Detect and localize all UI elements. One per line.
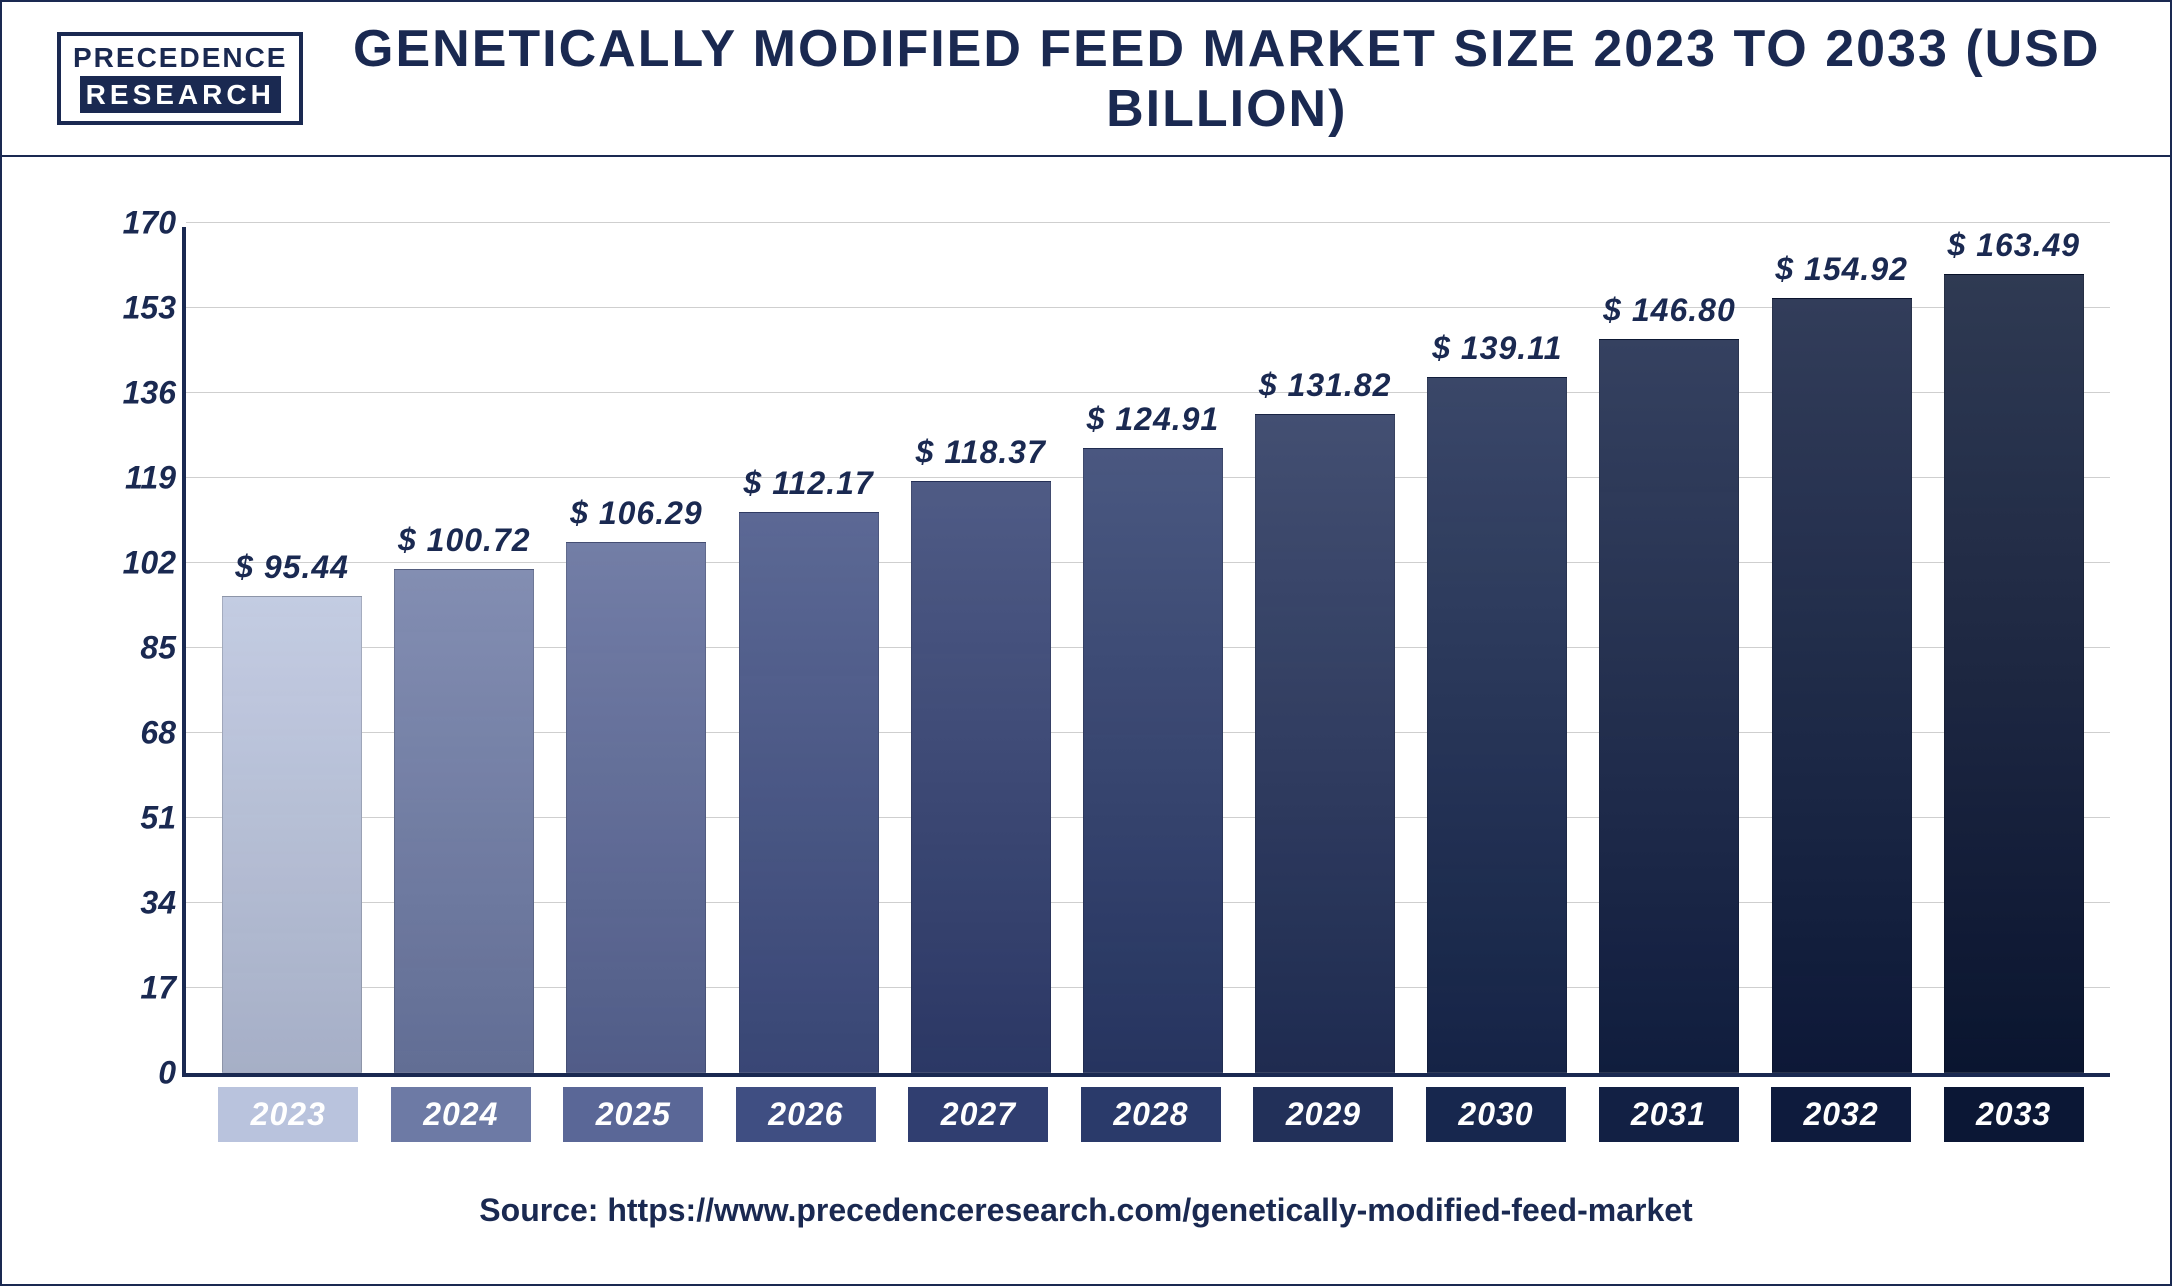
x-axis-label: 2025 xyxy=(563,1087,703,1142)
bar xyxy=(394,569,534,1073)
logo-line-2: RESEARCH xyxy=(80,76,281,114)
y-tick: 119 xyxy=(125,460,176,497)
bar-value-label: $ 112.17 xyxy=(744,465,874,502)
logo: PRECEDENCE RESEARCH xyxy=(57,32,303,126)
x-axis-label: 2026 xyxy=(736,1087,876,1142)
bar xyxy=(222,596,362,1073)
x-axis-label: 2030 xyxy=(1426,1087,1566,1142)
bar-column: $ 124.91 xyxy=(1075,227,1230,1073)
bar-column: $ 95.44 xyxy=(215,227,370,1073)
bar xyxy=(566,542,706,1073)
bar-value-label: $ 146.80 xyxy=(1603,292,1736,329)
y-tick: 136 xyxy=(123,375,176,412)
bar-value-label: $ 154.92 xyxy=(1775,251,1908,288)
bar xyxy=(1427,377,1567,1073)
y-tick: 153 xyxy=(123,290,176,327)
bar-column: $ 118.37 xyxy=(903,227,1058,1073)
plot-area: 01734516885102119136153170 $ 95.44$ 100.… xyxy=(182,227,2110,1077)
bar xyxy=(1083,448,1223,1073)
bar-column: $ 112.17 xyxy=(731,227,886,1073)
bar xyxy=(911,481,1051,1073)
bar-column: $ 100.72 xyxy=(387,227,542,1073)
bars-group: $ 95.44 $ 100.72 $ 106.29 $ 112.17 $ 118.37 $… xyxy=(196,227,2110,1073)
bar xyxy=(1772,298,1912,1073)
x-axis-label: 2032 xyxy=(1771,1087,1911,1142)
x-axis-label: 2027 xyxy=(908,1087,1048,1142)
bar xyxy=(1255,414,1395,1073)
gridline xyxy=(186,222,2110,223)
bar-value-label: $ 139.11 xyxy=(1432,330,1562,367)
y-tick: 34 xyxy=(140,885,176,922)
x-axis-labels: 2023 2024 2025 2026 2027 2028 2029 2030 2031 2032… xyxy=(192,1087,2110,1142)
bar-value-label: $ 124.91 xyxy=(1087,401,1220,438)
bar-column: $ 146.80 xyxy=(1592,227,1747,1073)
y-tick: 85 xyxy=(140,630,176,667)
chart-container: PRECEDENCE RESEARCH GENETICALLY MODIFIED… xyxy=(0,0,2172,1286)
chart-title: GENETICALLY MODIFIED FEED MARKET SIZE 20… xyxy=(343,19,2170,139)
y-tick: 17 xyxy=(140,970,176,1007)
x-axis-label: 2028 xyxy=(1081,1087,1221,1142)
logo-line-1: PRECEDENCE xyxy=(73,44,287,72)
header: PRECEDENCE RESEARCH GENETICALLY MODIFIED… xyxy=(2,2,2170,157)
x-axis-label: 2031 xyxy=(1599,1087,1739,1142)
y-axis: 01734516885102119136153170 xyxy=(106,227,176,1073)
bar-value-label: $ 100.72 xyxy=(398,522,531,559)
bar xyxy=(1944,274,2084,1073)
bar-column: $ 163.49 xyxy=(1936,227,2091,1073)
y-tick: 102 xyxy=(123,545,176,582)
bar-value-label: $ 163.49 xyxy=(1948,227,2081,264)
y-tick: 68 xyxy=(140,715,176,752)
source-citation: Source: https://www.precedenceresearch.c… xyxy=(2,1192,2170,1229)
y-tick: 0 xyxy=(158,1055,176,1092)
bar-value-label: $ 131.82 xyxy=(1259,367,1392,404)
bar xyxy=(1599,339,1739,1073)
y-tick: 170 xyxy=(123,205,176,242)
x-axis-label: 2023 xyxy=(218,1087,358,1142)
bar-value-label: $ 118.37 xyxy=(916,434,1046,471)
bar-value-label: $ 95.44 xyxy=(235,549,349,586)
bar-value-label: $ 106.29 xyxy=(570,495,703,532)
x-axis-label: 2024 xyxy=(391,1087,531,1142)
bar-column: $ 154.92 xyxy=(1764,227,1919,1073)
y-tick: 51 xyxy=(140,800,176,837)
bar xyxy=(739,512,879,1073)
x-axis-label: 2029 xyxy=(1253,1087,1393,1142)
bar-column: $ 139.11 xyxy=(1420,227,1575,1073)
bar-column: $ 131.82 xyxy=(1248,227,1403,1073)
x-axis-label: 2033 xyxy=(1944,1087,2084,1142)
bar-column: $ 106.29 xyxy=(559,227,714,1073)
